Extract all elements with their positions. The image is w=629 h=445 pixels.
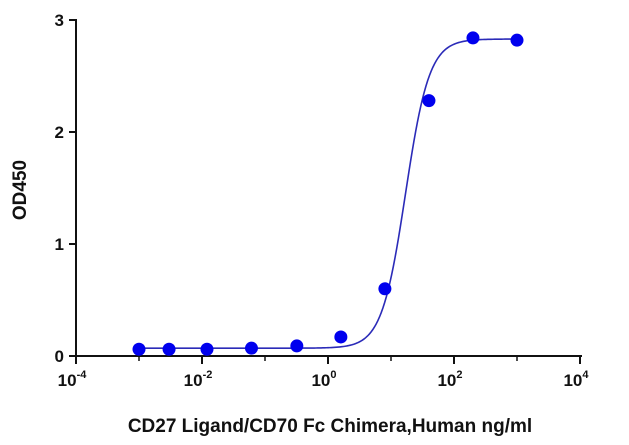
data-point xyxy=(422,94,436,108)
x-tick-exponent: 2 xyxy=(456,369,462,381)
data-point xyxy=(290,339,304,353)
x-tick-label: 10-2 xyxy=(184,369,213,390)
x-tick-base: 10 xyxy=(437,371,456,390)
axes xyxy=(75,19,582,357)
data-point xyxy=(466,31,480,45)
x-tick-exponent: -2 xyxy=(203,369,213,381)
data-points xyxy=(132,31,524,356)
y-axis-label: OD450 xyxy=(10,160,31,220)
data-point xyxy=(510,33,524,47)
x-axis-label: CD27 Ligand/CD70 Fc Chimera,Human ng/ml xyxy=(128,416,532,437)
data-point xyxy=(200,342,214,356)
data-point xyxy=(132,342,146,356)
y-tick-label: 1 xyxy=(55,235,64,254)
x-tick-label: 100 xyxy=(311,369,336,390)
x-tick-exponent: 4 xyxy=(582,369,589,381)
y-tick-label: 2 xyxy=(55,123,64,142)
data-point xyxy=(244,341,258,355)
x-tick-label: 10-4 xyxy=(58,369,88,390)
fit-curve xyxy=(139,38,517,349)
x-tick-base: 10 xyxy=(58,371,77,390)
x-tick-base: 10 xyxy=(311,371,330,390)
data-point xyxy=(378,282,392,296)
y-ticks: 0 1 2 3 xyxy=(55,11,76,366)
x-ticks: 10-4 10-2 100 102 104 xyxy=(58,356,589,390)
x-tick-label: 104 xyxy=(563,369,589,390)
x-tick-base: 10 xyxy=(563,371,582,390)
x-tick-exponent: 0 xyxy=(330,369,336,381)
data-point xyxy=(162,342,176,356)
x-tick-label: 102 xyxy=(437,369,462,390)
y-tick-label: 3 xyxy=(55,11,64,30)
x-tick-base: 10 xyxy=(184,371,203,390)
y-tick-label: 0 xyxy=(55,347,64,366)
x-tick-exponent: -4 xyxy=(77,369,88,381)
data-point xyxy=(334,330,348,344)
